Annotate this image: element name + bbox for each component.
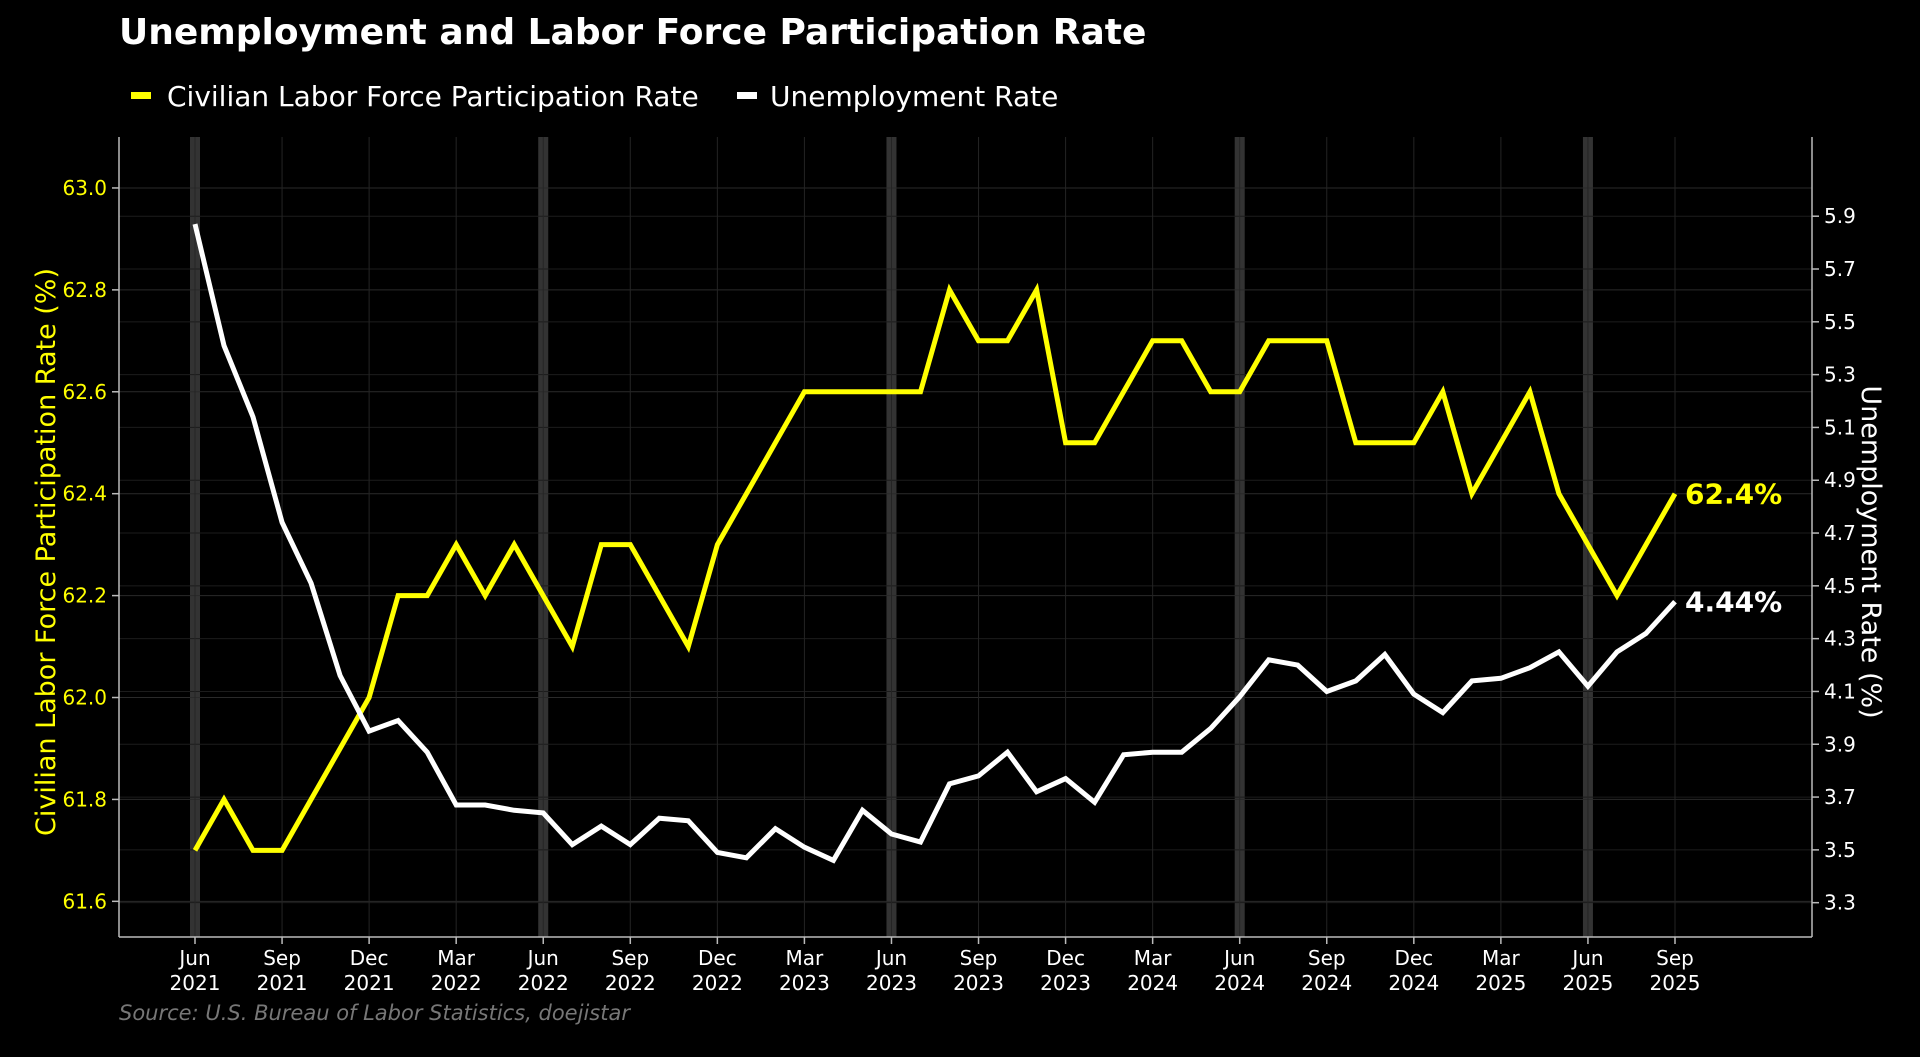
right-tick-label: 3.7: [1824, 785, 1856, 809]
right-tick-label: 4.3: [1824, 627, 1856, 651]
right-tick-label: 5.1: [1824, 415, 1856, 439]
right-tick-label: 5.7: [1824, 257, 1856, 281]
participation-end-label: 62.4%: [1685, 478, 1782, 511]
source-note: Source: U.S. Bureau of Labor Statistics,…: [119, 1001, 631, 1025]
x-tick-year: 2024: [1388, 971, 1439, 995]
x-tick-year: 2022: [518, 971, 569, 995]
chart-title: Unemployment and Labor Force Participati…: [119, 12, 1146, 53]
x-tick-month: Jun: [1222, 946, 1255, 970]
legend: Civilian Labor Force Participation Rate …: [131, 80, 1058, 113]
x-tick-month: Dec: [1046, 946, 1085, 970]
x-tick-month: Dec: [1394, 946, 1433, 970]
right-tick-label: 3.5: [1824, 838, 1856, 862]
x-tick-year: 2023: [953, 971, 1004, 995]
x-tick-year: 2025: [1650, 971, 1701, 995]
legend-swatch-participation: [131, 92, 151, 99]
left-tick-label: 61.8: [62, 787, 107, 811]
right-tick-label: 3.9: [1824, 732, 1856, 756]
x-tick-year: 2023: [866, 971, 917, 995]
x-tick-month: Dec: [350, 946, 389, 970]
left-tick-label: 62.6: [62, 380, 107, 404]
x-tick-year: 2024: [1301, 971, 1352, 995]
legend-label-participation: Civilian Labor Force Participation Rate: [167, 80, 699, 113]
right-tick-label: 3.3: [1824, 891, 1856, 915]
right-axis-ticks: 3.3 3.5 3.7 3.9 4.1 4.3 4.5 4.7 4.9 5.1 5.3 5.5 5.7 5…: [1812, 204, 1856, 915]
right-tick-label: 4.7: [1824, 521, 1856, 545]
x-axis-ticks: Jun2021Sep2021Dec2021Mar2022Jun2022Sep20…: [170, 937, 1701, 995]
x-tick-month: Sep: [960, 946, 998, 970]
right-tick-label: 5.5: [1824, 310, 1856, 334]
right-tick-label: 4.9: [1824, 468, 1856, 492]
left-tick-label: 63.0: [62, 176, 107, 200]
x-tick-month: Jun: [1570, 946, 1603, 970]
x-tick-year: 2021: [257, 971, 308, 995]
x-tick-year: 2022: [692, 971, 743, 995]
x-tick-month: Dec: [698, 946, 737, 970]
x-tick-year: 2024: [1127, 971, 1178, 995]
left-tick-label: 62.4: [62, 482, 107, 506]
x-tick-year: 2022: [605, 971, 656, 995]
x-tick-year: 2021: [344, 971, 395, 995]
left-tick-label: 62.8: [62, 278, 107, 302]
x-tick-month: Jun: [874, 946, 907, 970]
right-axis-title: Unemployment Rate (%): [1855, 385, 1886, 718]
x-tick-month: Sep: [1308, 946, 1346, 970]
legend-swatch-unemployment: [737, 92, 757, 99]
right-tick-label: 5.3: [1824, 363, 1856, 387]
x-tick-month: Mar: [786, 946, 825, 970]
right-tick-label: 5.9: [1824, 204, 1856, 228]
x-tick-year: 2023: [779, 971, 830, 995]
right-tick-label: 4.5: [1824, 574, 1856, 598]
left-axis-title: Civilian Labor Force Participation Rate …: [31, 268, 62, 836]
left-tick-label: 62.2: [62, 584, 107, 608]
x-tick-month: Mar: [1134, 946, 1173, 970]
x-tick-month: Mar: [1482, 946, 1521, 970]
axes: [118, 137, 1813, 938]
participation-rate-line: [192, 282, 1678, 853]
x-tick-year: 2021: [170, 971, 221, 995]
grid-lines: [119, 137, 1812, 937]
x-tick-year: 2024: [1214, 971, 1265, 995]
x-tick-month: Jun: [526, 946, 559, 970]
x-tick-year: 2023: [1040, 971, 1091, 995]
x-tick-year: 2022: [431, 971, 482, 995]
end-labels: 62.4% 4.44%: [1685, 478, 1782, 619]
unemployment-end-label: 4.44%: [1685, 586, 1782, 619]
left-tick-label: 62.0: [62, 686, 107, 710]
right-tick-label: 4.1: [1824, 679, 1856, 703]
x-tick-year: 2025: [1475, 971, 1526, 995]
x-tick-month: Mar: [437, 946, 476, 970]
x-tick-year: 2025: [1562, 971, 1613, 995]
series-lines: [192, 223, 1678, 864]
left-axis-ticks: 61.6 61.8 62.0 62.2 62.4 62.6 62.8 63.0: [62, 176, 119, 913]
x-tick-month: Sep: [263, 946, 301, 970]
x-tick-month: Jun: [177, 946, 210, 970]
left-tick-label: 61.6: [62, 889, 107, 913]
unemployment-rate-line: [192, 223, 1677, 864]
x-tick-month: Sep: [1656, 946, 1694, 970]
x-tick-month: Sep: [611, 946, 649, 970]
legend-label-unemployment: Unemployment Rate: [770, 80, 1058, 113]
